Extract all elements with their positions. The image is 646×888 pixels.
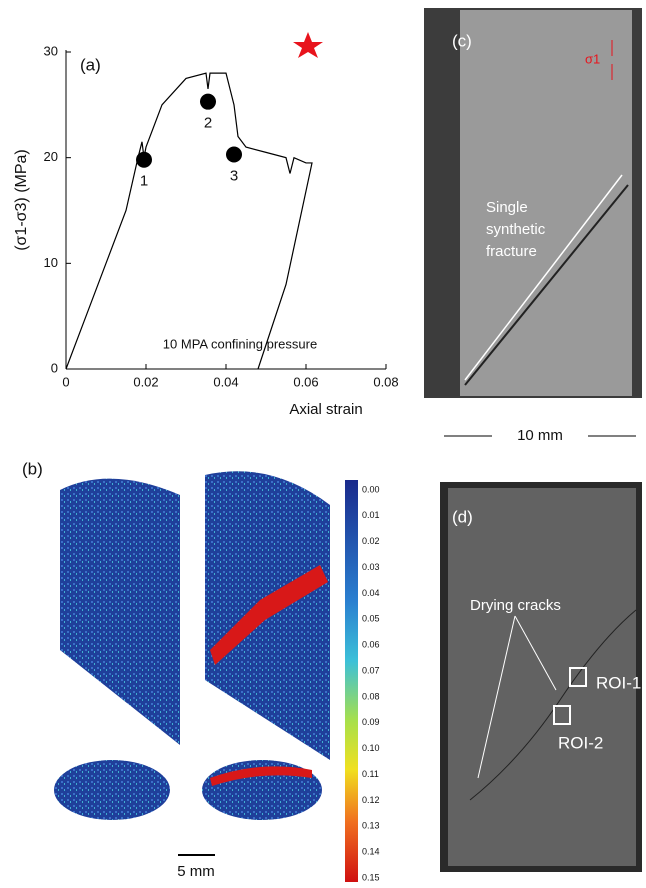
y-tick-label: 0 bbox=[51, 360, 58, 375]
x-tick-label: 0 bbox=[62, 374, 69, 389]
colorbar-label: 0.14 bbox=[362, 847, 380, 857]
fracture bbox=[464, 184, 629, 386]
colorbar-label: 0.03 bbox=[362, 562, 380, 572]
sample-c bbox=[460, 10, 632, 396]
colorbar-label: 0.11 bbox=[362, 769, 379, 779]
colorbar-label: 0.02 bbox=[362, 536, 380, 546]
slice-b1 bbox=[54, 760, 170, 820]
note: fracture bbox=[486, 243, 537, 260]
point bbox=[136, 151, 152, 168]
colorbar-label: 0.06 bbox=[362, 640, 380, 650]
note: synthetic bbox=[486, 221, 546, 238]
y-tick-label: 20 bbox=[44, 149, 58, 164]
point bbox=[226, 146, 242, 163]
annotation: 10 MPA confining pressure bbox=[163, 336, 317, 351]
colorbar-label: 0.10 bbox=[362, 743, 380, 753]
colorbar-label: 0.13 bbox=[362, 821, 380, 831]
stress-label: σ1 bbox=[585, 51, 600, 66]
panel-label: (a) bbox=[80, 55, 101, 74]
colorbar-label: 0.05 bbox=[362, 614, 380, 624]
x-tick-label: 0.08 bbox=[373, 374, 398, 389]
x-tick-label: 0.06 bbox=[293, 374, 318, 389]
roi-label: ROI-2 bbox=[558, 733, 603, 752]
point-label: 1 bbox=[140, 173, 148, 190]
scale-label: 10 mm bbox=[517, 427, 563, 444]
point-label: 3 bbox=[230, 167, 238, 184]
point bbox=[200, 93, 216, 110]
y-label: (σ1-σ3) (MPa) bbox=[13, 149, 30, 251]
crack bbox=[469, 609, 637, 801]
y-tick-label: 10 bbox=[44, 255, 58, 270]
roi-label: ROI-1 bbox=[596, 673, 641, 692]
roi-box bbox=[569, 667, 587, 687]
y-tick-label: 30 bbox=[44, 43, 58, 58]
arrow bbox=[514, 615, 557, 691]
arrow bbox=[464, 174, 623, 381]
colorbar-label: 0.04 bbox=[362, 588, 380, 598]
colorbar-label: 0.00 bbox=[362, 484, 380, 494]
arrow bbox=[477, 615, 516, 779]
curve bbox=[65, 72, 313, 370]
colorbar-label: 0.07 bbox=[362, 665, 380, 675]
panel-label: (c) bbox=[452, 31, 472, 50]
colorbar-label: 0.01 bbox=[362, 510, 380, 520]
colorbar-label: 0.15 bbox=[362, 872, 380, 882]
panel-label: (b) bbox=[22, 459, 43, 478]
colorbar-label: 0.08 bbox=[362, 691, 380, 701]
x-label: Axial strain bbox=[289, 401, 362, 418]
scale-label: 5 mm bbox=[177, 863, 215, 880]
sample-d bbox=[448, 488, 636, 866]
star bbox=[293, 32, 323, 58]
slice-band bbox=[210, 766, 312, 786]
note: Single bbox=[486, 199, 528, 216]
colorbar bbox=[345, 480, 358, 882]
colorbar-label: 0.12 bbox=[362, 795, 380, 805]
roi-box bbox=[553, 705, 571, 725]
note: Drying cracks bbox=[470, 597, 561, 614]
x-tick-label: 0.02 bbox=[133, 374, 158, 389]
x-tick-label: 0.04 bbox=[213, 374, 238, 389]
sample-b1 bbox=[60, 478, 180, 745]
fracture-band bbox=[210, 565, 328, 665]
colorbar-label: 0.09 bbox=[362, 717, 380, 727]
point-label: 2 bbox=[204, 115, 212, 132]
panel-label: (d) bbox=[452, 507, 473, 526]
